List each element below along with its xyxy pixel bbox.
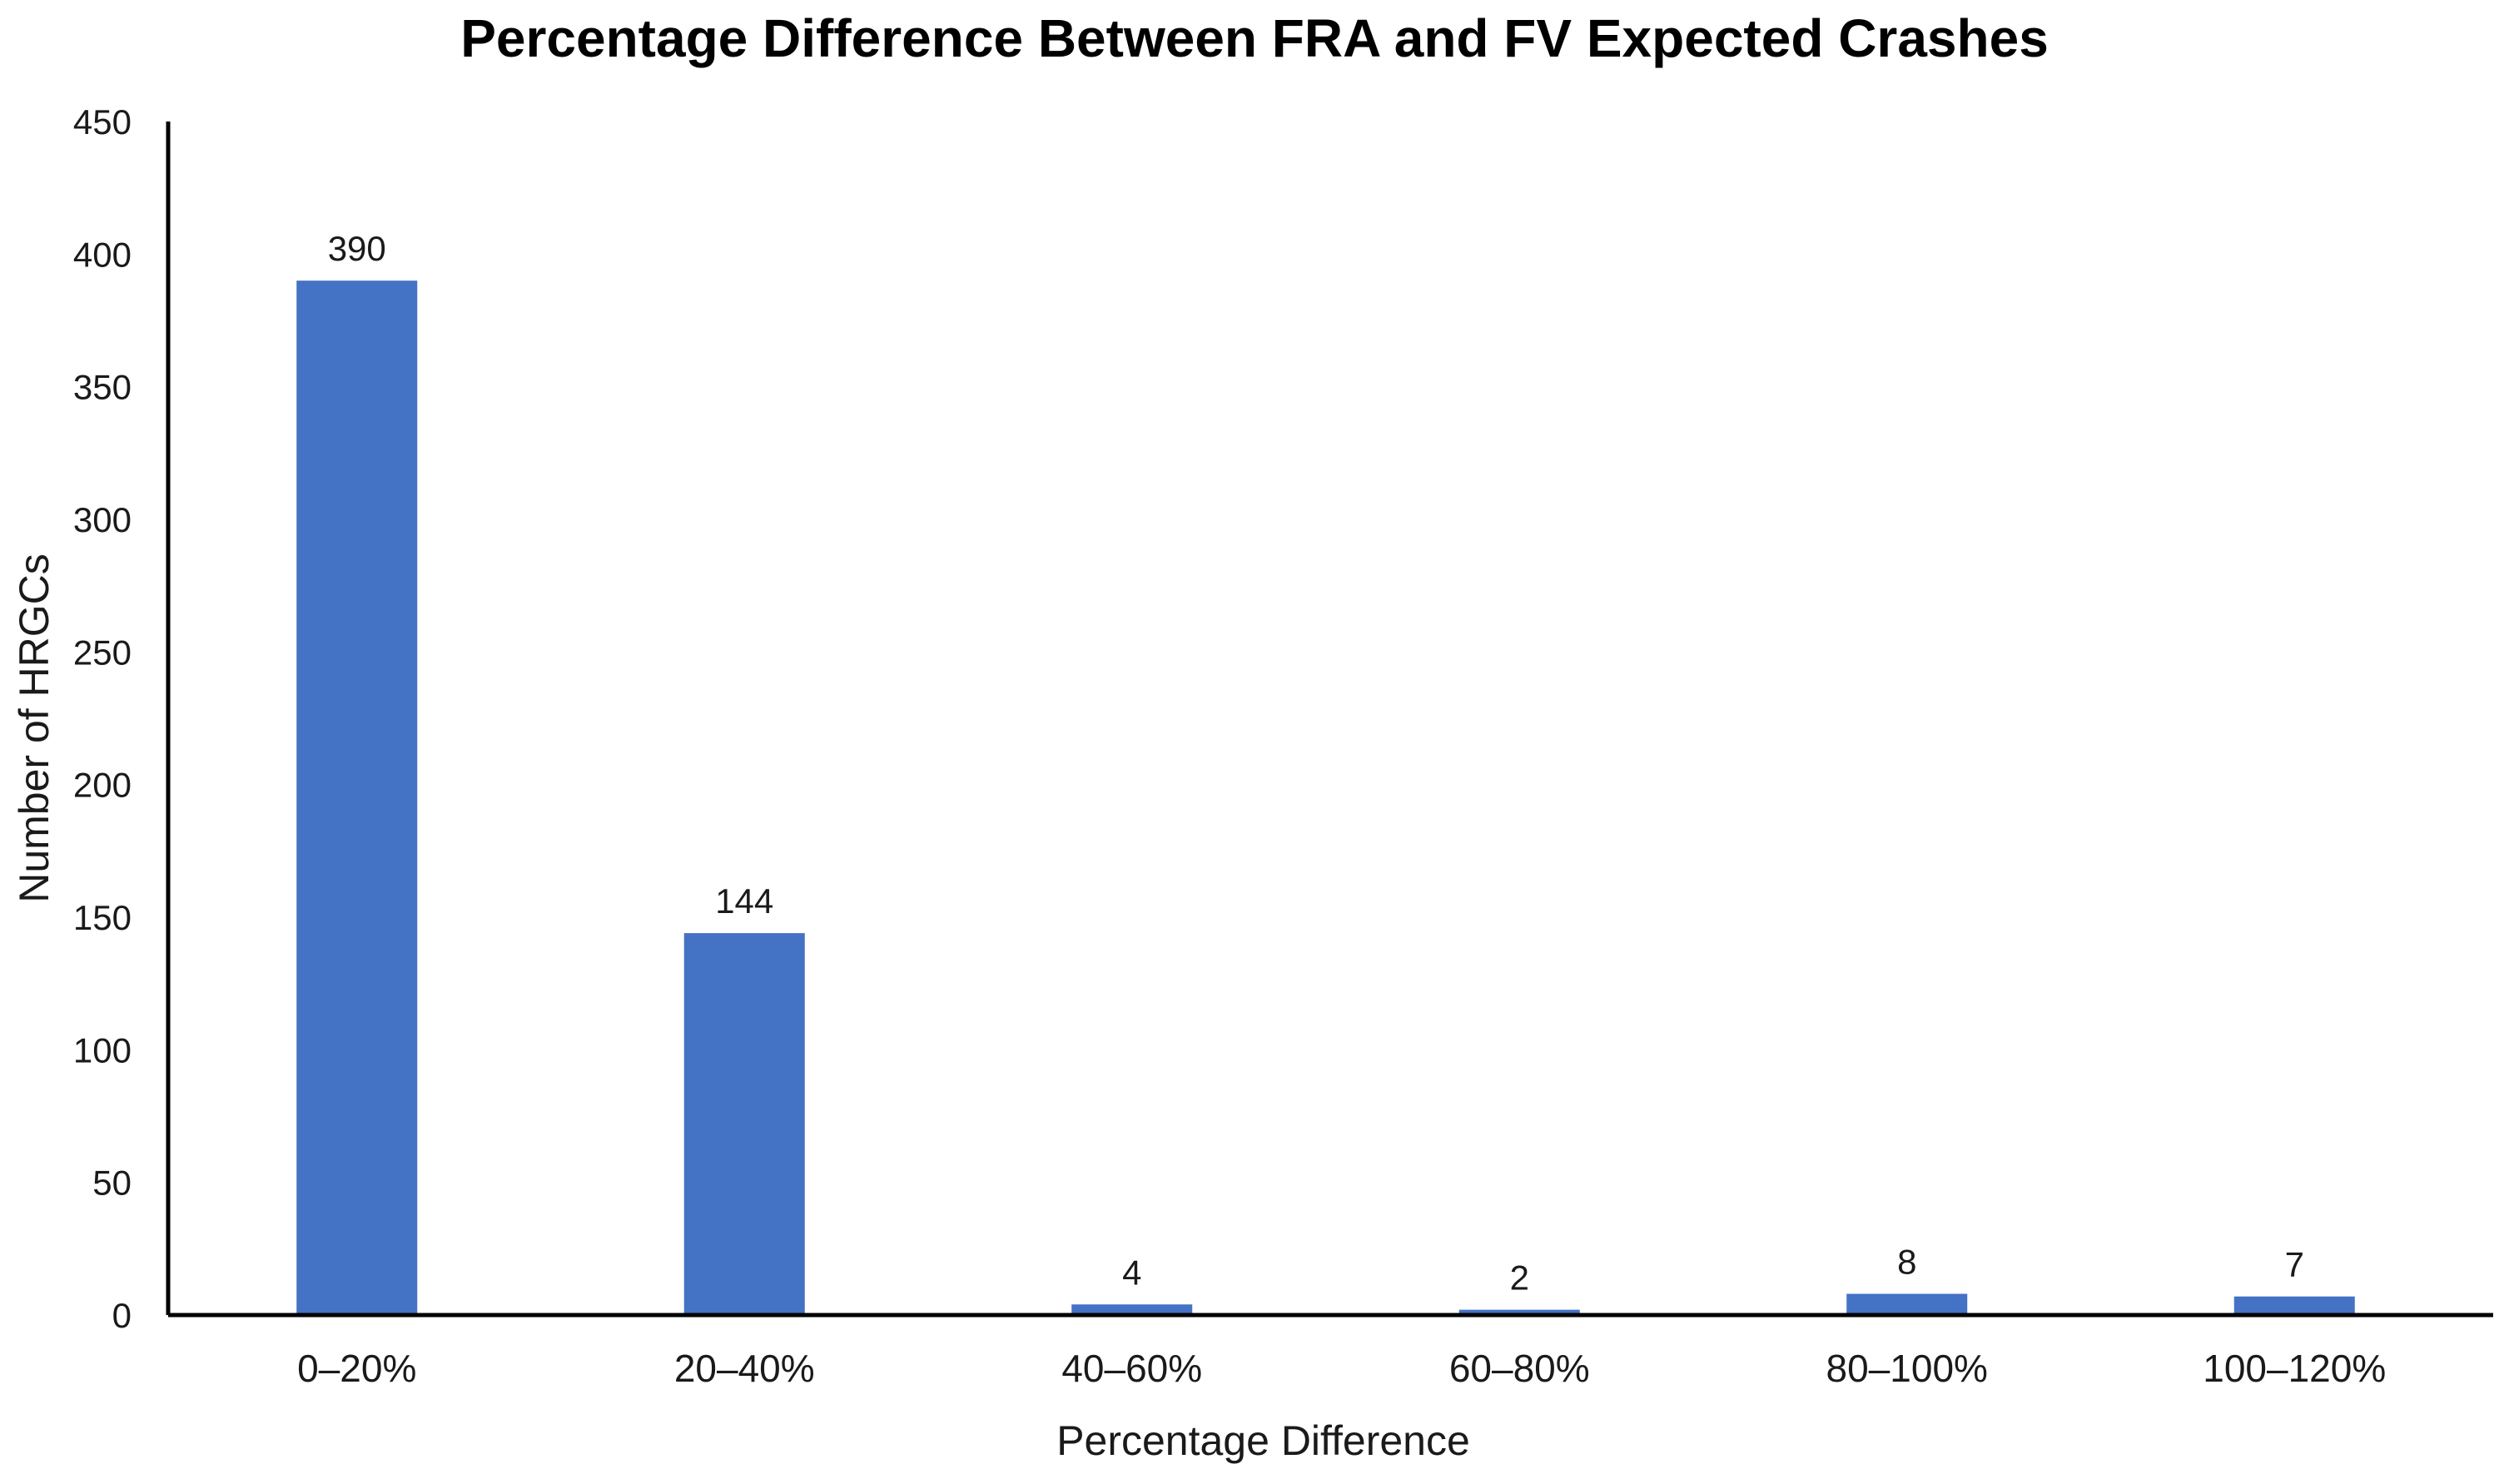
bar-value-label: 4	[1122, 1253, 1141, 1292]
bars	[296, 280, 2355, 1316]
x-axis-labels: 0–20% 20–40% 40–60% 60–80% 80–100% 100–120%	[297, 1347, 2386, 1390]
y-axis-title: Number of HRGCs	[11, 553, 57, 903]
bar-value-label: 144	[715, 881, 773, 921]
x-category-label: 80–100%	[1826, 1347, 1988, 1390]
x-axis-title: Percentage Difference	[1056, 1417, 1470, 1464]
y-tick-label: 150	[73, 898, 132, 937]
y-tick-label: 400	[73, 235, 132, 274]
y-tick-label: 100	[73, 1030, 132, 1070]
y-tick-label: 250	[73, 633, 132, 672]
bar	[1458, 1309, 1580, 1315]
y-tick-label: 300	[73, 500, 132, 539]
y-tick-label: 50	[92, 1164, 132, 1203]
bar-value-label: 390	[328, 229, 386, 268]
y-tick-label: 200	[73, 766, 132, 805]
y-tick-label: 0	[112, 1296, 132, 1335]
bar-value-label: 7	[2285, 1245, 2304, 1284]
y-tick-label: 350	[73, 368, 132, 407]
bar	[296, 280, 418, 1316]
x-category-label: 0–20%	[297, 1347, 416, 1390]
y-tick-label: 450	[73, 102, 132, 141]
data-labels: 390 144 4 2 8 7	[328, 229, 2304, 1297]
bar	[2233, 1296, 2355, 1315]
x-category-label: 20–40%	[674, 1347, 815, 1390]
x-category-label: 40–60%	[1061, 1347, 1202, 1390]
bar	[683, 933, 805, 1315]
bar	[1071, 1304, 1193, 1315]
bar-value-label: 2	[1510, 1258, 1529, 1298]
x-category-label: 100–120%	[2203, 1347, 2386, 1390]
x-category-label: 60–80%	[1449, 1347, 1590, 1390]
y-axis-ticks: 0 50 100 150 200 250 300 350 400 450	[73, 102, 132, 1335]
bar	[1846, 1293, 1968, 1315]
bar-value-label: 8	[1897, 1243, 1916, 1282]
chart-title: Percentage Difference Between FRA and FV…	[460, 8, 2049, 68]
